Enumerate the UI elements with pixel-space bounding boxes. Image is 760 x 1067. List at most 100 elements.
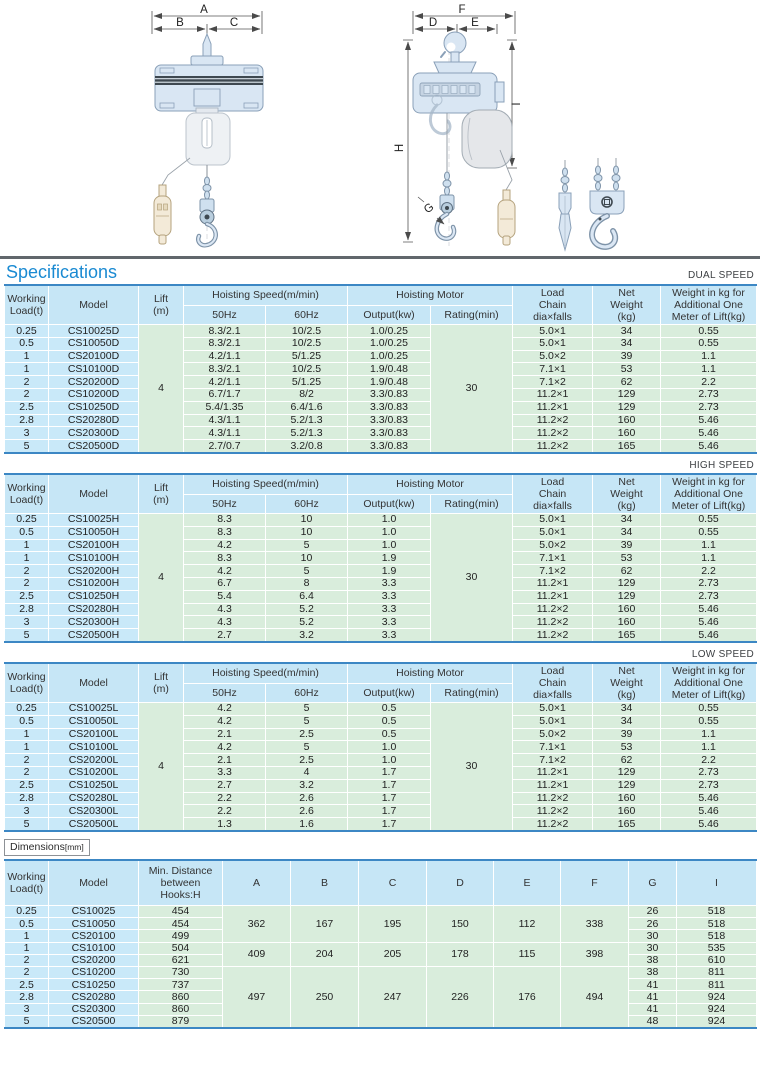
cell: 1.1: [660, 362, 758, 377]
cell: 11.2×1: [512, 400, 594, 415]
col-rating: Rating(min): [430, 493, 514, 514]
cell: 5: [264, 701, 349, 716]
cell: 5.4/1.35: [183, 400, 266, 415]
cell: 1: [4, 740, 49, 755]
cell: 39: [592, 727, 662, 742]
cell: 11.2×1: [512, 765, 594, 780]
cell: 518: [676, 904, 757, 919]
spec-table-header: Working Load(t) Model Lift (m) Hoisting …: [4, 662, 758, 703]
cell: 2.73: [660, 387, 758, 402]
cell: 30: [628, 929, 677, 943]
cell: 11.2×1: [512, 387, 594, 402]
cell: 160: [592, 791, 662, 806]
cell: 1.0: [347, 525, 432, 540]
dimension-row: 2.5 CS10250 737 41 811: [4, 978, 757, 992]
cell: 38: [628, 965, 677, 980]
cell: 11.2×2: [512, 628, 594, 643]
dim-label-I: I: [511, 102, 523, 105]
col-load-chain: Load Chain dia×falls: [512, 662, 594, 703]
cell: 4.2: [183, 740, 266, 755]
dual-speed-rows: 0.25 CS10025D 4 8.3/2.1 10/2.5 1.0/0.25 30 5.0×…: [4, 323, 758, 454]
cell: CS20100L: [48, 727, 139, 742]
cell: 3.3: [347, 589, 432, 604]
cell: CS10025D: [48, 324, 139, 338]
cell: 5.46: [660, 817, 758, 832]
cell: 1.1: [660, 538, 758, 553]
dimensions-label: Dimensions[mm]: [4, 838, 90, 856]
dimension-row: 5 CS20500 879 48 924: [4, 1014, 757, 1029]
cell: 6.7/1.7: [183, 387, 266, 402]
col-working-load: Working Load(t): [4, 473, 49, 514]
dim-label-D: D: [429, 17, 437, 29]
cell: 26: [628, 904, 677, 919]
cell: 53: [592, 551, 662, 566]
cell: 62: [592, 753, 662, 767]
cell: 2.1: [183, 727, 266, 742]
cell: 518: [676, 929, 757, 943]
suspension-lug: [202, 32, 212, 59]
cell: 2.2: [660, 375, 758, 389]
spec-row: 2 CS20200D 4.2/1.1 5/1.25 1.9/0.48 7.1×2 62 2.2: [4, 375, 758, 389]
spec-row: 0.5 CS10050D 8.3/2.1 10/2.5 1.0/0.25 5.0×1 34 0…: [4, 336, 758, 351]
col-60hz: 60Hz: [264, 493, 349, 514]
cell: 409: [222, 941, 291, 967]
cell: CS10050L: [48, 714, 139, 729]
dimensions-table-header: Working Load(t) Model Min. Distance betw…: [4, 859, 757, 906]
spec-row: 0.5 CS10050H 8.3 10 1.0 5.0×1 34 0.55: [4, 525, 758, 540]
cell: 165: [592, 439, 662, 454]
cell: 497: [222, 965, 291, 1029]
cell: 41: [628, 990, 677, 1004]
cell: 0.55: [660, 336, 758, 351]
cell: CS20300: [48, 1002, 139, 1016]
cell: CS10100D: [48, 362, 139, 377]
cell: 5.0×2: [512, 538, 594, 553]
col-50hz: 50Hz: [183, 682, 266, 703]
cell: 5/1.25: [264, 375, 349, 389]
cell: 8.3/2.1: [183, 324, 266, 338]
cell: 5.2: [264, 602, 349, 617]
cell: 3.3/0.83: [347, 387, 432, 402]
cell: CS10025L: [48, 701, 139, 716]
cell: 5.46: [660, 426, 758, 441]
cell: 2.6: [264, 791, 349, 806]
cell: 11.2×2: [512, 615, 594, 630]
hoist-body-front: [154, 64, 264, 112]
cell: CS10200H: [48, 576, 139, 591]
col-i: I: [676, 859, 757, 906]
cell: 5/1.25: [264, 349, 349, 364]
cell: CS20100D: [48, 349, 139, 364]
spec-row: 2 CS20200H 4.2 5 1.9 7.1×2 62 2.2: [4, 564, 758, 578]
cell: CS20300D: [48, 426, 139, 441]
cell: 5: [264, 564, 349, 578]
spec-row: 3 CS20300D 4.3/1.1 5.2/1.3 3.3/0.83 11.2×2 160…: [4, 426, 758, 441]
cell: 129: [592, 387, 662, 402]
cell: 48: [628, 1014, 677, 1029]
col-f: F: [560, 859, 629, 906]
cell: 1.9/0.48: [347, 375, 432, 389]
cell: 1.0: [347, 512, 432, 527]
cell: CS20200: [48, 953, 139, 967]
cell: 8.3/2.1: [183, 336, 266, 351]
col-c: C: [358, 859, 427, 906]
cell: 1.0/0.25: [347, 324, 432, 338]
cell: 30: [430, 323, 514, 454]
col-model: Model: [48, 473, 139, 514]
cell: 176: [493, 965, 561, 1029]
col-hoisting-motor: Hoisting Motor: [347, 284, 514, 306]
cell: 160: [592, 426, 662, 441]
col-output: Output(kw): [347, 682, 432, 703]
spec-row: 1 CS20100H 4.2 5 1.0 5.0×2 39 1.1: [4, 538, 758, 553]
cell: 3: [4, 1002, 49, 1016]
col-hoisting-motor: Hoisting Motor: [347, 662, 514, 684]
cell: 362: [222, 904, 291, 943]
cell: 398: [560, 941, 629, 967]
cell: 11.2×2: [512, 791, 594, 806]
cell: 30: [430, 701, 514, 832]
col-net-weight: Net Weight (kg): [592, 284, 662, 325]
cell: 1.0: [347, 753, 432, 767]
cell: 2.2: [660, 753, 758, 767]
cell: 7.1×1: [512, 362, 594, 377]
col-50hz: 50Hz: [183, 493, 266, 514]
spec-table-header: Working Load(t) Model Lift (m) Hoisting …: [4, 473, 758, 514]
cell: 2.8: [4, 602, 49, 617]
